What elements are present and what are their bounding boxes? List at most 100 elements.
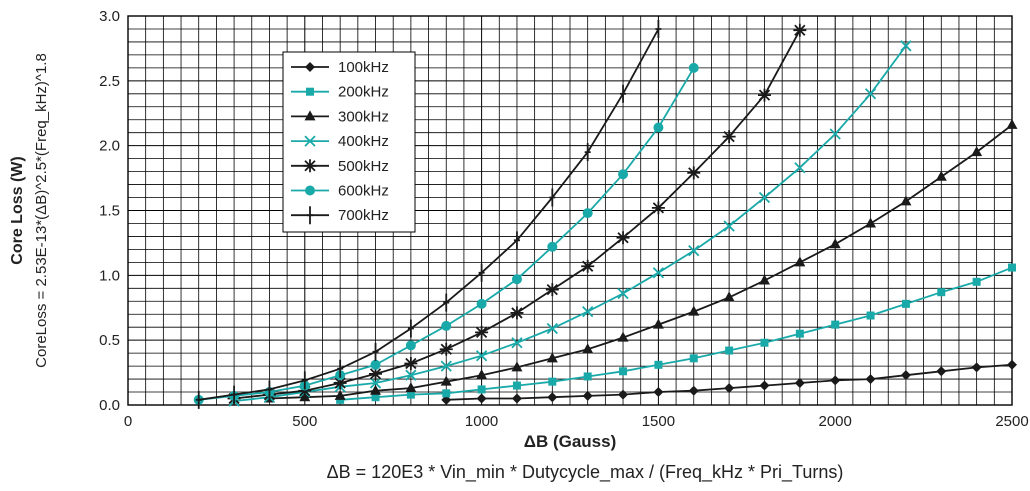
data-point [619,367,628,376]
data-point [441,320,452,331]
data-point [794,162,806,174]
series-line [234,45,907,402]
legend: 100kHz 200kHz 300kHz 400kHz 500kHz 600kHz 700k… [282,51,416,233]
data-point [757,88,771,102]
data-point [334,389,346,400]
data-point [304,135,316,147]
data-point [477,385,486,394]
y-tick-label: 2.0 [99,138,120,155]
data-point [758,191,771,204]
y-tick-label: 0.5 [99,332,120,349]
data-point [333,376,347,390]
y-tick-label: 0.0 [99,397,120,414]
x-tick-label: 1000 [465,413,498,430]
data-point [405,382,417,393]
data-point [652,267,665,279]
data-point [722,130,736,144]
data-point [582,390,593,401]
y-tick-label: 3.0 [99,8,120,25]
tick-labels: 0 500 1000 1500 2000 2500 0.0 0.5 1.0 1.5 2.0 2.5 3.… [99,8,1029,430]
data-point [369,367,383,381]
y-tick-label: 2.5 [99,73,120,90]
data-point [971,362,982,373]
data-point [511,337,523,349]
data-point [548,377,557,386]
data-point [654,360,663,369]
data-point [476,369,488,380]
data-point [511,274,522,285]
data-point [372,342,379,361]
data-point [829,128,841,140]
data-point [723,291,735,302]
plot-frame [127,15,1013,406]
legend-item: 700kHz [291,206,389,225]
series-line [340,266,1013,401]
data-point [617,331,629,342]
data-point [584,143,591,162]
series-500kHz [227,23,807,406]
data-point [549,188,556,207]
data-point [337,359,344,378]
data-point [406,390,415,399]
data-point [937,288,946,297]
data-point [231,385,238,404]
data-point [439,342,453,356]
data-point [511,393,522,404]
legend-item: 300kHz [291,108,389,125]
data-point [370,384,382,395]
axes [127,15,1013,406]
data-point [404,357,418,371]
series-layer [193,19,1018,409]
data-point [478,263,485,282]
legend-item: 100kHz [291,59,389,76]
data-point [688,62,699,73]
legend-label: 300kHz [338,108,389,125]
data-point [687,166,701,180]
delta-b-formula: ΔB = 120E3 * Vin_min * Dutycycle_max / (… [327,462,844,483]
data-point [652,318,664,329]
data-point [759,380,770,391]
data-point [972,277,981,286]
data-point [581,259,595,273]
legend-item: 600kHz [291,183,389,200]
data-point [620,84,627,103]
data-point [306,87,314,96]
data-point [900,195,912,206]
data-point [440,360,452,372]
data-point [651,201,665,215]
data-point [307,206,313,225]
data-point [617,287,629,300]
data-point [512,381,521,390]
x-axis-label: ΔB (Gauss) [524,432,617,451]
data-point [760,338,769,347]
data-point [475,350,488,362]
data-point [758,274,770,285]
x-tick-label: 2500 [995,413,1028,430]
data-point [866,311,875,320]
y-axis-formula: CoreLoss = 2.53E-13*(ΔB)^2.5*(Freq_kHz)^… [33,53,50,368]
data-point [653,387,664,398]
data-point [971,146,983,157]
data-point [370,359,381,370]
data-point [725,346,734,355]
data-point [510,306,524,320]
data-point [371,393,380,402]
data-point [303,159,317,173]
data-point [830,375,841,386]
x-tick-label: 500 [292,413,317,430]
data-point [582,306,594,318]
data-point [618,389,629,400]
y-axis-label: Core Loss (W) [9,156,26,264]
data-point [793,23,807,37]
series-100kHz [441,359,1017,405]
data-point [831,320,840,329]
x-tick-label: 1500 [642,413,675,430]
data-point [653,122,664,133]
legend-label: 600kHz [338,183,389,200]
data-point [546,352,558,363]
y-tick-label: 1.5 [99,203,120,220]
x-tick-label: 2000 [819,413,852,430]
data-point [442,389,451,398]
data-point [582,208,593,219]
series-200kHz [336,263,1016,404]
